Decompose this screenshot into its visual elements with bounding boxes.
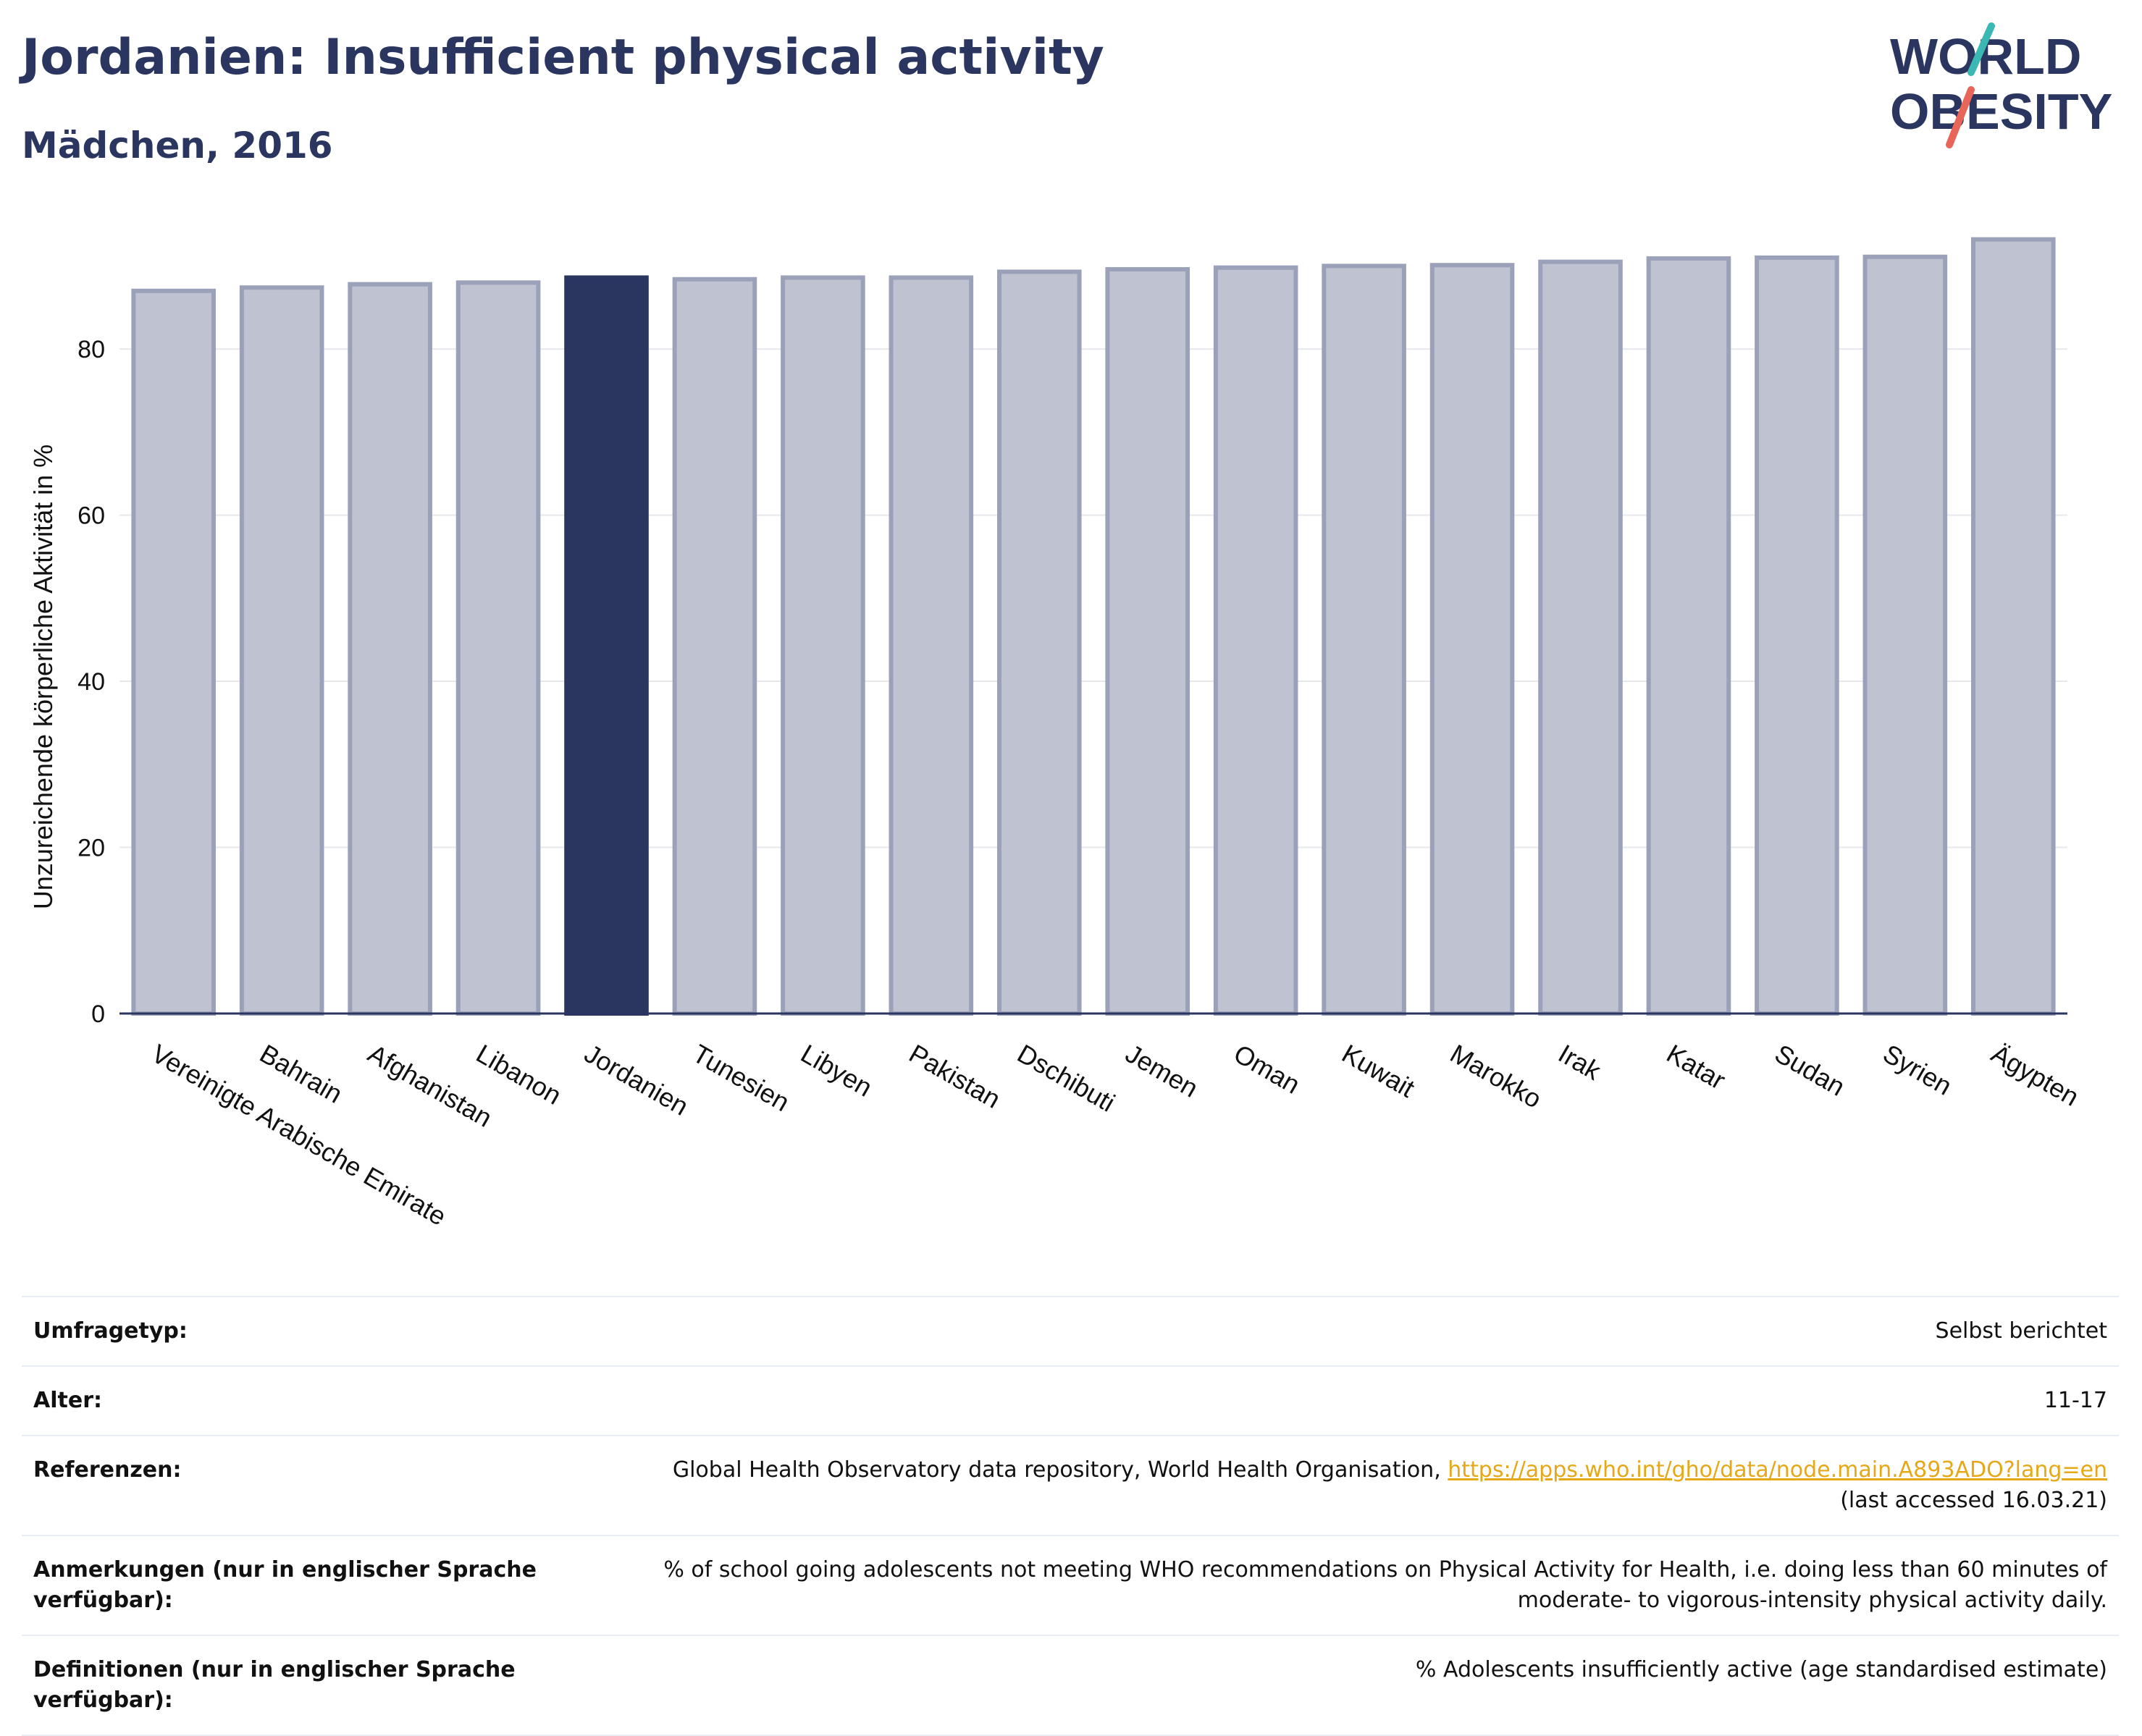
x-tick-label: Jordanien [579,1038,693,1121]
bar-ägypten [1970,237,2056,1016]
bar-kuwait [1322,264,1406,1016]
x-tick-label: Sudan [1770,1038,1850,1102]
x-tick-label: Oman [1229,1038,1305,1100]
info-key: Alter: [33,1388,102,1413]
info-row-references: Referenzen: Global Health Observatory da… [22,1436,2119,1535]
info-value: Global Health Observatory data repositor… [552,1436,2119,1535]
info-key: Definitionen (nur in englischer Sprache … [33,1657,516,1713]
x-tick-label: Irak [1553,1038,1606,1086]
x-tick-label: Afghanistan [363,1038,497,1133]
logo-slash-teal [1967,22,1995,76]
bar-libanon [455,280,541,1016]
info-value: % of school going adolescents not meetin… [663,1557,2107,1613]
info-row-definitions: Definitionen (nur in englischer Sprache … [22,1635,2119,1735]
info-key: Anmerkungen (nur in englischer Sprache v… [33,1557,537,1613]
bar-syrien [1862,254,1948,1016]
bar-jordanien [564,275,649,1016]
x-tick-label: Jemen [1121,1038,1204,1103]
bar-oman [1213,265,1298,1016]
y-tick-label: 0 [91,1000,105,1028]
reference-accessed: (last accessed 16.03.21) [1840,1488,2107,1513]
info-row-age: Alter: 11-17 [22,1366,2119,1436]
bar-bahrain [239,285,324,1016]
bar-dschibuti [996,269,1082,1016]
bar-katar [1646,256,1731,1016]
y-tick-label: 60 [77,502,105,530]
y-tick-label: 20 [77,835,105,862]
bar-sudan [1755,255,1839,1016]
x-tick-label: Libanon [471,1038,566,1111]
reference-link[interactable]: https://apps.who.int/gho/data/node.main.… [1448,1457,2107,1483]
x-tick-label: Pakistan [904,1038,1006,1114]
info-key: Umfragetyp: [33,1318,188,1344]
bar-irak [1538,259,1623,1016]
x-tick-label: Kuwait [1337,1038,1419,1103]
chart-title: Jordanien: Insufficient physical activit… [22,29,1104,86]
x-tick-label: Libyen [796,1038,877,1103]
logo-slash-red [1946,86,1975,148]
bar-libyen [781,275,865,1016]
y-axis-label: Unzureichende körperliche Aktivität in % [28,444,58,909]
bar-chart: 0 20 40 60 80 Vereinigte Arabische EmirateBa… [28,237,2084,1231]
info-value: Selbst berichtet [1935,1318,2107,1344]
x-tick-label: Syrien [1878,1038,1957,1101]
logo-text-obesity: OBESITY [1890,83,2112,140]
bar-tunesien [672,277,757,1016]
world-obesity-logo: WORLD OBESITY [1890,22,2112,148]
chart-subtitle: Mädchen, 2016 [22,125,333,167]
y-tick-label: 40 [77,668,105,696]
reference-text: Global Health Observatory data repositor… [672,1457,1448,1483]
info-table: Umfragetyp: Selbst berichtet Alter: 11-1… [22,1296,2119,1736]
bars [131,237,2056,1016]
y-tick-label: 80 [77,336,105,363]
x-tick-label: Ägypten [1986,1038,2084,1112]
y-tick-labels: 0 20 40 60 80 [77,336,105,1028]
info-row-notes: Anmerkungen (nur in englischer Sprache v… [22,1535,2119,1635]
x-tick-label: Bahrain [255,1038,348,1109]
x-tick-label: Tunesien [688,1038,795,1117]
bar-afghanistan [348,282,432,1016]
info-row-survey-type: Umfragetyp: Selbst berichtet [22,1297,2119,1366]
info-key: Referenzen: [33,1457,182,1483]
bar-vereinigte-arabische-emirate [131,288,217,1016]
info-value: % Adolescents insufficiently active (age… [1415,1657,2107,1682]
info-value: 11-17 [2044,1388,2107,1413]
x-tick-label: Dschibuti [1012,1038,1120,1118]
x-tick-label: Katar [1662,1038,1731,1095]
x-tick-label: Marokko [1445,1038,1547,1114]
bar-pakistan [889,275,974,1016]
bar-jemen [1105,266,1190,1016]
bar-marokko [1429,263,1515,1016]
grid-lines [119,348,2067,848]
